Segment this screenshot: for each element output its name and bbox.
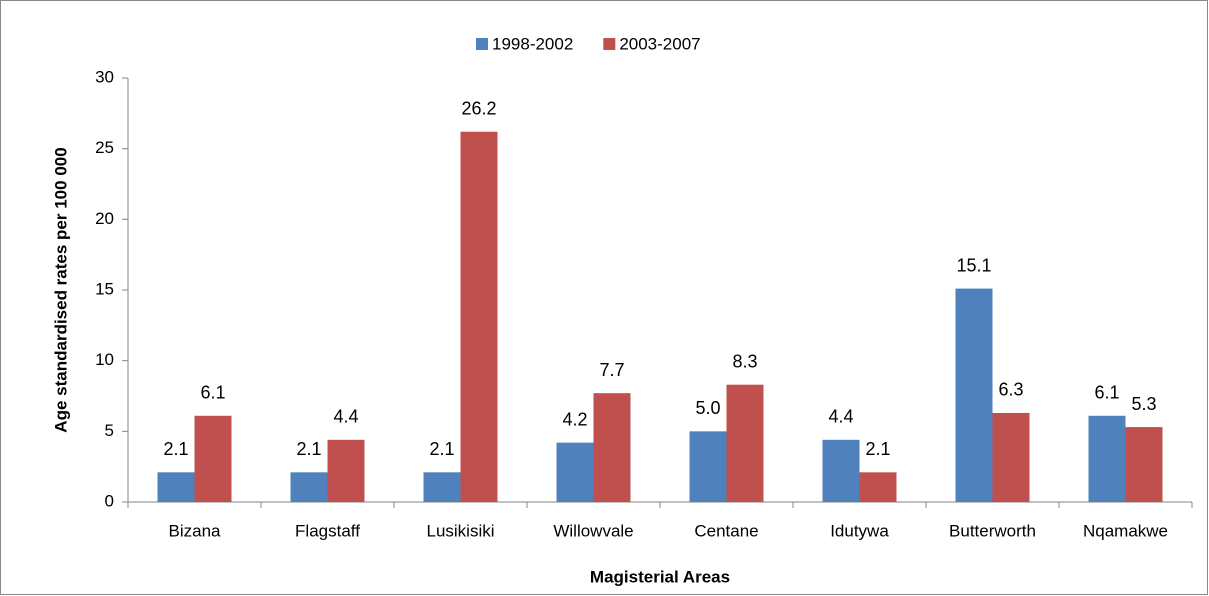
x-tick-label: Butterworth: [949, 521, 1036, 540]
bar: [593, 393, 631, 502]
legend-swatch: [476, 38, 488, 50]
y-tick-label: 0: [105, 491, 114, 510]
bar: [992, 412, 1030, 502]
value-label: 6.3: [998, 380, 1023, 400]
value-label: 2.1: [429, 439, 454, 459]
value-label: 2.1: [865, 439, 890, 459]
bar: [556, 442, 594, 502]
y-tick-label: 15: [95, 279, 114, 298]
y-tick-label: 5: [105, 421, 114, 440]
value-label: 5.0: [695, 398, 720, 418]
bar: [157, 472, 195, 502]
bar: [726, 384, 764, 502]
value-label: 8.3: [732, 351, 757, 371]
x-axis-title: Magisterial Areas: [590, 567, 730, 586]
bar: [1088, 415, 1126, 502]
x-tick-label: Flagstaff: [295, 521, 360, 540]
value-label: 2.1: [296, 439, 321, 459]
value-label: 5.3: [1131, 394, 1156, 414]
bar: [327, 439, 365, 502]
x-tick-label: Centane: [694, 521, 758, 540]
bar: [423, 472, 461, 502]
bar: [460, 131, 498, 502]
value-label: 6.1: [200, 383, 225, 403]
x-tick-label: Lusikisiki: [426, 521, 494, 540]
value-label: 6.1: [1094, 383, 1119, 403]
x-tick-label: Willowvale: [553, 521, 633, 540]
legend-label: 1998-2002: [492, 34, 573, 53]
x-tick-label: Idutywa: [830, 521, 889, 540]
bar: [859, 472, 897, 502]
y-tick-label: 20: [95, 209, 114, 228]
value-label: 15.1: [956, 255, 991, 275]
value-label: 26.2: [461, 98, 496, 118]
value-label: 4.4: [333, 407, 358, 427]
value-label: 4.2: [562, 409, 587, 429]
bar: [955, 288, 993, 502]
y-tick-label: 25: [95, 138, 114, 157]
y-axis-title: Age standardised rates per 100 000: [51, 147, 70, 432]
value-label: 2.1: [163, 439, 188, 459]
x-tick-label: Bizana: [169, 521, 222, 540]
bar: [689, 431, 727, 502]
y-tick-label: 10: [95, 350, 114, 369]
legend-swatch: [603, 38, 616, 50]
legend-label: 2003-2007: [619, 34, 700, 53]
value-label: 4.4: [828, 407, 853, 427]
bar: [194, 415, 232, 502]
bar: [290, 472, 328, 502]
bar: [822, 439, 860, 502]
y-tick-label: 30: [95, 67, 114, 86]
x-tick-label: Nqamakwe: [1083, 521, 1168, 540]
bar: [1125, 427, 1163, 502]
value-label: 7.7: [599, 360, 624, 380]
